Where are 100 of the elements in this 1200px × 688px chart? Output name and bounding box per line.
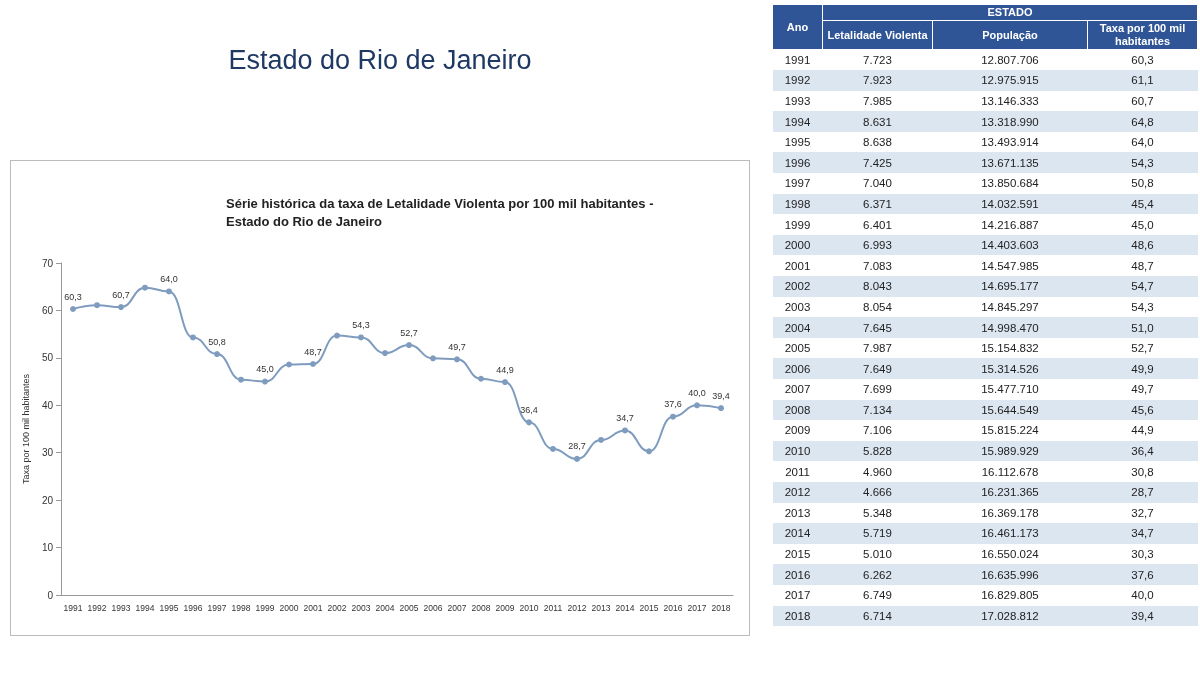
data-label: 37,6	[1087, 564, 1198, 585]
y-tick-label: 30	[41, 447, 54, 459]
data-label: 16.231.365	[932, 481, 1088, 503]
point	[166, 288, 172, 295]
data-label: 61,1	[1087, 70, 1198, 91]
x-tick-label: 2015	[639, 602, 659, 613]
data-label: 48,7	[304, 346, 322, 357]
x-tick-label: 2017	[687, 602, 707, 613]
data-label: 50,8	[1130, 176, 1155, 192]
data-label: 16.112.678	[980, 464, 1040, 480]
point	[622, 427, 628, 434]
data-label: 14.547.985	[980, 258, 1040, 274]
data-label: 54,3	[1130, 299, 1155, 315]
data-label: 5.719	[822, 523, 933, 544]
data-label: 52,7	[400, 327, 418, 338]
data-label: 45,0	[256, 364, 274, 375]
data-label: 6.401	[862, 217, 893, 233]
point	[382, 350, 388, 357]
data-label: 45,4	[1087, 193, 1198, 215]
point	[694, 402, 700, 409]
x-tick-label: 1994	[135, 602, 155, 613]
data-label: 39,4	[712, 390, 730, 401]
y-tick-label: 2001	[783, 258, 812, 274]
data-label: 14.032.591	[932, 193, 1088, 215]
y-tick-label: 2016	[772, 564, 823, 585]
data-label: 15.477.710	[980, 382, 1040, 398]
data-label: 16.829.805	[980, 588, 1040, 604]
data-label: 13.671.135	[932, 152, 1088, 174]
x-tick-label: 2007	[447, 602, 467, 613]
y-tick-label: 40	[41, 399, 54, 411]
data-label: 6.993	[822, 234, 933, 256]
y-tick-label: 2013	[783, 505, 812, 521]
data-label: 15.989.929	[932, 440, 1088, 462]
y-axis-title: Taxa por 100 mil habitantes	[21, 373, 32, 485]
x-tick-label: 1995	[159, 602, 179, 613]
data-label: 17.028.812	[932, 605, 1088, 627]
point	[118, 304, 124, 311]
data-label: 6.749	[862, 588, 893, 604]
y-tick-label: 2004	[772, 317, 823, 338]
data-label: 28,7	[568, 441, 586, 452]
data-label: 7.425	[822, 152, 933, 174]
data-label: 7.649	[822, 358, 933, 379]
point	[262, 378, 268, 385]
point	[406, 342, 412, 349]
data-label: 4.666	[822, 481, 933, 503]
data-label: 49,7	[448, 341, 466, 352]
x-tick-label: 2003	[351, 602, 371, 613]
point	[574, 455, 580, 462]
y-tick-label: 50	[41, 352, 54, 364]
x-tick-label: 1993	[111, 602, 131, 613]
data-label: 7.699	[862, 382, 893, 398]
y-tick-label: 20	[41, 494, 54, 506]
y-tick-label: 0	[47, 589, 54, 601]
data-label: 49,9	[1087, 358, 1198, 379]
data-label: 39,4	[1087, 605, 1198, 627]
data-label: 64,0	[1130, 135, 1155, 151]
data-label: 64,8	[1087, 111, 1198, 132]
data-label: 8.638	[862, 135, 893, 151]
point	[142, 284, 148, 291]
data-label: 12.807.706	[980, 53, 1040, 69]
y-tick-label: 1992	[772, 70, 823, 91]
data-label: 60,7	[1130, 94, 1155, 109]
point	[454, 356, 460, 363]
data-label: 52,7	[1130, 341, 1155, 357]
data-label: 60,7	[112, 289, 130, 300]
x-tick-label: 2016	[663, 602, 683, 613]
point	[670, 413, 676, 420]
x-tick-label: 2010	[519, 602, 539, 613]
data-label: 5.348	[862, 505, 893, 521]
data-label: 13.146.333	[980, 94, 1040, 109]
data-label: 8.054	[862, 299, 893, 315]
x-tick-label: Taxa por 100 mil habitantes	[1087, 20, 1198, 50]
data-label: 15.815.224	[980, 423, 1040, 439]
y-tick-label: 1999	[783, 217, 812, 233]
data-label: 54,3	[352, 319, 370, 330]
x-tick-label: 1998	[231, 602, 251, 613]
point	[478, 375, 484, 382]
data-label: 14.403.603	[932, 234, 1088, 256]
point	[214, 351, 220, 358]
y-tick-label: 60	[41, 304, 54, 316]
x-tick-label: 2005	[399, 602, 419, 613]
y-tick-label: 1994	[772, 111, 823, 132]
x-tick-label: 2006	[423, 602, 443, 613]
point	[190, 334, 196, 341]
point	[358, 334, 364, 341]
y-tick-label: 2008	[772, 399, 823, 421]
data-label: 6.262	[822, 564, 933, 585]
x-tick-label: 2001	[303, 602, 323, 613]
point	[502, 379, 508, 386]
y-tick-label: 2000	[772, 234, 823, 256]
y-tick-label: 1996	[772, 152, 823, 174]
point	[70, 306, 76, 312]
text: Estado do Rio de Janeiro	[227, 45, 533, 76]
data-label: 44,9	[1130, 423, 1155, 439]
data-label: 14.998.470	[932, 317, 1088, 338]
data-label: 8.631	[822, 111, 933, 132]
data-label: 34,7	[1087, 523, 1198, 544]
y-tick-label: 2006	[772, 358, 823, 379]
point	[430, 355, 436, 362]
x-tick-label: Letalidade Violenta	[822, 20, 933, 50]
